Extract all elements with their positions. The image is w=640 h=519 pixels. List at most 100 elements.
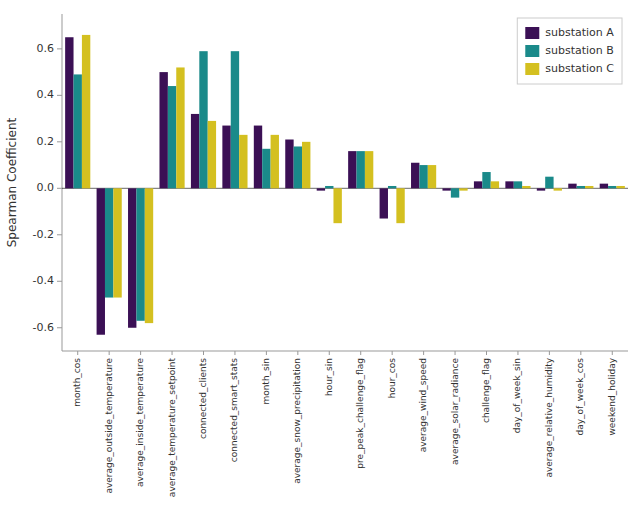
x-tick-label: average_solar_radiance: [450, 358, 460, 465]
bar: [451, 188, 459, 197]
bar: [254, 126, 262, 189]
bar: [388, 186, 396, 188]
x-tick-label: weekend_holiday: [607, 357, 617, 435]
x-tick-label: connected_clients: [198, 358, 208, 439]
y-axis-line: [62, 14, 63, 351]
bar: [442, 188, 450, 190]
bar: [616, 186, 624, 188]
legend-label: substation B: [545, 44, 614, 57]
bar: [74, 74, 82, 188]
bar: [348, 151, 356, 188]
bar: [333, 188, 341, 223]
bar: [168, 86, 176, 188]
x-tick: [423, 351, 424, 355]
x-tick: [109, 351, 110, 355]
bar: [365, 151, 373, 188]
legend-box: [517, 18, 622, 84]
x-tick: [140, 351, 141, 355]
x-tick: [234, 351, 235, 355]
x-tick-label: average_inside_temperature: [135, 358, 145, 488]
legend: substation Asubstation Bsubstation C: [517, 18, 622, 84]
bar: [380, 188, 388, 218]
y-tick-label: 0.4: [37, 88, 55, 101]
x-tick: [203, 351, 204, 355]
x-tick-label: average_wind_speed: [418, 358, 428, 452]
x-tick: [612, 351, 613, 355]
bar: [145, 188, 153, 323]
x-tick: [360, 351, 361, 355]
bar: [65, 37, 73, 188]
y-tick-label: -0.4: [33, 274, 54, 287]
x-tick: [455, 351, 456, 355]
bar: [208, 121, 216, 188]
x-tick-label: day_of_week_sin: [512, 358, 522, 433]
x-tick-label: average_relative_humidity: [544, 357, 554, 477]
chart: -0.6-0.4-0.20.00.20.40.6Spearman Coeffic…: [0, 0, 640, 519]
bar: [222, 126, 230, 189]
x-tick: [517, 351, 518, 355]
bar: [537, 188, 545, 190]
chart-container: -0.6-0.4-0.20.00.20.40.6Spearman Coeffic…: [0, 0, 640, 519]
bar: [396, 188, 404, 223]
bar: [419, 165, 427, 188]
bar: [459, 188, 467, 190]
y-tick: [57, 141, 62, 142]
y-tick: [57, 188, 62, 189]
bar: [411, 163, 419, 189]
x-axis: month_cos average_outside_temperature aver…: [72, 351, 617, 497]
bar: [608, 186, 616, 188]
y-tick-label: 0.6: [37, 42, 55, 55]
bar: [568, 184, 576, 189]
bar: [577, 186, 585, 188]
bar: [325, 186, 333, 188]
bar: [357, 151, 365, 188]
x-tick-label: average_snow_precipitation: [292, 358, 302, 484]
bar: [514, 181, 522, 188]
bar: [317, 188, 325, 190]
bar: [231, 51, 239, 188]
bar: [113, 188, 121, 297]
x-tick-label: month_cos: [72, 358, 82, 407]
y-tick-label: 0.0: [37, 181, 55, 194]
y-tick: [57, 234, 62, 235]
x-tick-label: average_temperature_setpoint: [167, 358, 177, 498]
bar: [97, 188, 105, 334]
x-tick-label: pre_peak_challenge_flag: [355, 358, 365, 469]
bar: [294, 146, 302, 188]
x-tick-label: month_sin: [261, 358, 271, 405]
bar: [105, 188, 113, 297]
x-tick: [392, 351, 393, 355]
bar: [474, 181, 482, 188]
y-tick: [57, 327, 62, 328]
y-tick: [57, 281, 62, 282]
bar: [199, 51, 207, 188]
legend-swatch: [525, 27, 539, 39]
y-axis: -0.6-0.4-0.20.00.20.40.6: [33, 14, 62, 351]
x-tick: [329, 351, 330, 355]
bar: [482, 172, 490, 188]
x-tick-label: day_of_week_cos: [575, 358, 585, 436]
x-tick: [486, 351, 487, 355]
x-tick-label: hour_sin: [324, 358, 334, 396]
x-tick: [77, 351, 78, 355]
bar: [285, 140, 293, 189]
bar: [545, 177, 553, 189]
x-tick-label: connected_smart_stats: [229, 358, 239, 463]
y-tick-label: -0.2: [33, 228, 54, 241]
bar: [302, 142, 310, 188]
bar: [522, 186, 530, 188]
legend-swatch: [525, 45, 539, 57]
bar: [176, 67, 184, 188]
bar: [600, 184, 608, 189]
legend-label: substation A: [545, 26, 614, 39]
bar: [271, 135, 279, 188]
y-axis-label: Spearman Coefficient: [5, 117, 19, 247]
legend-swatch: [525, 63, 539, 75]
y-tick: [57, 48, 62, 49]
bar: [239, 135, 247, 188]
x-tick-label: average_outside_temperature: [104, 358, 114, 494]
bar: [585, 186, 593, 188]
bar: [136, 188, 144, 320]
bar: [262, 149, 270, 189]
bar: [82, 35, 90, 188]
